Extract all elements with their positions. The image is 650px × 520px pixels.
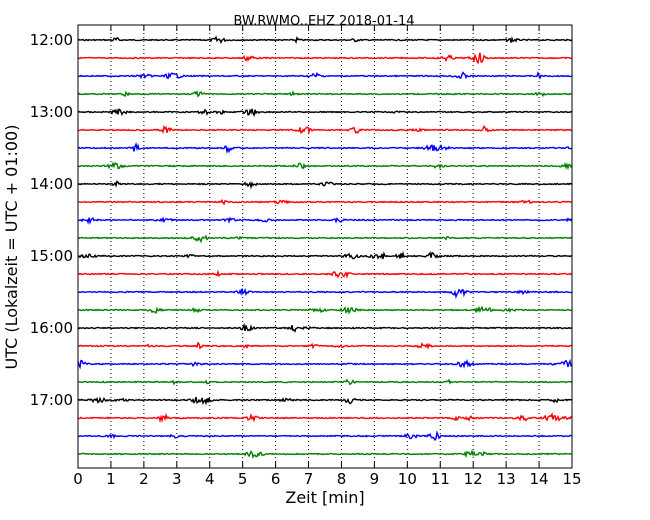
trace-16:45 [77,378,573,386]
x-tick-label: 5 [238,470,248,488]
trace-14:45 [77,234,573,244]
trace-16:15 [77,341,573,350]
y-tick-label: 13:00 [30,103,73,121]
x-tick-label: 7 [304,470,314,488]
x-tick-labels: 0 1 2 3 4 5 6 7 8 9 10 11 12 13 14 15 [73,470,581,488]
x-axis-label: Zeit [min] [285,488,364,507]
x-tick-label: 13 [497,470,516,488]
axis-ticks [77,25,573,468]
trace-13:30 [77,141,573,155]
x-tick-label: 15 [562,470,581,488]
trace-14:00 [77,180,573,190]
y-tick-label: 14:00 [30,175,73,193]
trace-16:00 [77,322,573,333]
x-tick-label: 1 [106,470,116,488]
y-tick-label: 17:00 [30,391,73,409]
trace-17:15 [77,411,573,424]
x-tick-label: 3 [172,470,182,488]
y-tick-label: 16:00 [30,319,73,337]
trace-17:30 [77,430,573,442]
grid-lines [110,25,540,468]
y-tick-labels: 12:00 13:00 14:00 15:00 16:00 17:00 [30,31,73,409]
y-tick-label: 15:00 [30,247,73,265]
trace-16:30 [77,358,573,370]
x-tick-label: 11 [431,470,450,488]
trace-15:15 [77,269,573,279]
chart-title: BW.RWMO..EHZ 2018-01-14 [233,14,414,29]
trace-15:30 [77,287,573,300]
trace-14:30 [77,216,573,225]
trace-12:45 [77,90,573,98]
trace-15:45 [77,305,573,315]
x-tick-label: 0 [73,470,83,488]
x-tick-label: 12 [464,470,483,488]
x-tick-label: 2 [139,470,149,488]
plot-frame [77,24,573,469]
x-tick-label: 4 [205,470,215,488]
y-axis-label: UTC (Lokalzeit = UTC + 01:00) [2,125,21,370]
x-tick-label: 10 [398,470,417,488]
x-tick-label: 8 [337,470,347,488]
x-tick-label: 14 [530,470,549,488]
trace-13:45 [77,161,573,171]
y-tick-label: 12:00 [30,31,73,49]
seismic-traces [77,35,573,459]
x-tick-label: 6 [271,470,281,488]
trace-14:15 [77,198,573,206]
trace-12:00 [77,35,573,45]
trace-15:00 [77,250,573,260]
trace-13:00 [77,108,573,118]
trace-17:00 [77,396,573,406]
trace-12:30 [77,70,573,80]
trace-13:15 [77,124,573,135]
trace-17:45 [77,449,573,459]
x-tick-label: 9 [370,470,380,488]
trace-12:15 [77,52,573,65]
